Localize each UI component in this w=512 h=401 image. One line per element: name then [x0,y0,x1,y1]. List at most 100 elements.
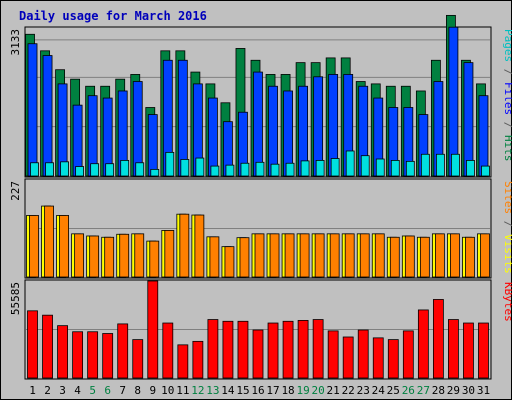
bar-kbytes-day-20 [312,319,324,379]
bar-kbytes-day-17 [267,322,279,379]
bar-files-day-11 [177,59,188,177]
bar-kbytes-day-19 [297,320,309,379]
x-label-day-11: 11 [176,384,189,397]
bar-pages-day-15 [240,162,250,177]
bar-pages-day-20 [315,160,325,177]
x-label-day-15: 15 [236,384,249,397]
bar-sites-day-10 [164,230,175,278]
bar-sites-day-21 [329,233,340,278]
bar-sites-day-2 [44,205,54,278]
x-label-day-14: 14 [221,384,235,397]
bar-pages-day-11 [180,159,190,177]
x-label-day-27: 27 [417,384,430,397]
legend-part: / [502,115,512,135]
x-label-day-8: 8 [134,384,141,397]
bar-pages-day-30 [466,160,475,177]
bar-kbytes-day-6 [102,333,114,379]
bar-kbytes-day-28 [432,299,444,379]
legend-part: / [502,214,512,234]
bar-kbytes-day-9 [147,280,159,379]
bar-kbytes-day-12 [192,340,204,379]
legend-visits-sites: Sites / Visits [502,181,512,274]
bar-pages-day-12 [195,157,205,177]
bar-sites-day-24 [374,233,385,278]
bar-sites-day-7 [119,233,130,278]
x-label-day-31: 31 [477,384,490,397]
x-label-day-13: 13 [206,384,219,397]
x-label-day-16: 16 [251,384,264,397]
bar-pages-day-19 [300,160,310,177]
bar-files-day-1 [27,43,38,177]
legend-part: Hits [502,135,512,162]
x-label-day-18: 18 [281,384,294,397]
legend-part: Files [502,82,512,115]
bar-pages-day-21 [330,158,340,177]
bar-kbytes-day-3 [57,325,68,379]
bar-kbytes-day-15 [237,320,249,379]
bar-pages-day-22 [345,150,355,177]
x-label-day-1: 1 [29,384,36,397]
x-label-day-26: 26 [402,384,415,397]
panel-visits-sites: 227 Sites / Visits [9,178,512,279]
legend-part: KBytes [502,282,512,322]
bar-pages-day-14 [225,164,235,177]
bar-sites-day-5 [89,235,100,278]
bar-pages-day-18 [285,162,295,177]
x-label-day-22: 22 [342,384,355,397]
x-label-day-19: 19 [296,384,309,397]
bar-sites-day-25 [389,236,400,278]
bar-pages-day-4 [75,166,85,177]
bar-pages-day-29 [451,153,460,177]
bar-sites-day-3 [59,215,69,278]
bar-kbytes-day-16 [252,329,264,379]
x-label-day-10: 10 [161,384,174,397]
bar-sites-day-20 [314,233,325,278]
x-label-day-28: 28 [432,384,445,397]
bar-files-day-16 [253,71,263,177]
bar-sites-day-16 [254,233,265,278]
bar-sites-day-28 [434,233,445,278]
bar-pages-day-26 [405,160,415,177]
y-max-label: 55585 [9,282,22,315]
legend-part: / [502,62,512,82]
x-label-day-25: 25 [387,384,400,397]
bar-kbytes-day-21 [327,330,339,379]
x-label-day-7: 7 [119,384,126,397]
x-label-day-6: 6 [104,384,111,397]
x-label-day-29: 29 [447,384,460,397]
bar-sites-day-1 [29,215,39,278]
bar-kbytes-day-1 [27,310,38,379]
bar-pages-day-16 [255,161,265,177]
x-label-day-5: 5 [89,384,96,397]
bar-sites-day-31 [480,233,490,278]
bar-sites-day-13 [209,236,220,278]
bar-kbytes-day-23 [357,329,369,379]
bar-files-day-4 [72,104,83,177]
bar-pages-day-28 [435,153,445,177]
bar-kbytes-day-10 [162,322,174,379]
bar-pages-day-23 [360,155,370,177]
bar-sites-day-22 [344,233,355,278]
bar-sites-day-15 [239,237,250,278]
x-label-day-20: 20 [312,384,325,397]
bar-kbytes-day-18 [282,320,294,379]
bar-files-day-13 [208,97,218,177]
bar-pages-day-7 [120,160,130,177]
bar-sites-day-18 [284,233,295,278]
bar-kbytes-day-13 [207,319,219,379]
panel-hits-files-pages: 3133 Pages / Files / Hits [9,14,512,178]
bar-sites-day-14 [224,246,235,278]
bar-sites-day-9 [149,240,160,278]
bar-sites-day-29 [450,233,460,278]
chart-title: Daily usage for March 2016 [19,9,207,23]
bar-kbytes-day-22 [342,336,354,379]
bar-sites-day-8 [134,233,145,278]
bar-pages-day-2 [45,162,54,177]
bar-kbytes-day-14 [222,320,234,379]
bar-pages-day-9 [150,168,160,177]
x-label-day-12: 12 [191,384,204,397]
y-max-label: 3133 [9,29,22,56]
x-axis-labels: 1 2 3 4 5 6 7 8 9 10 11 12 13 14 15 16 17 18 19 20 21 22 23 24 2… [29,384,490,397]
